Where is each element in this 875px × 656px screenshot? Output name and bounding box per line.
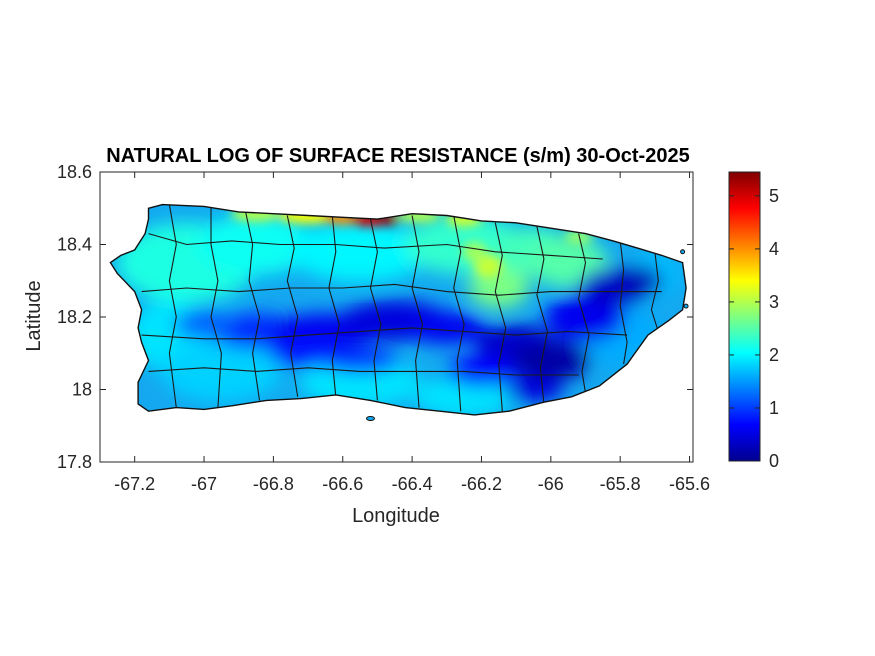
municipal-boundary — [578, 233, 590, 394]
municipal-boundary — [619, 240, 628, 365]
islets — [365, 249, 689, 421]
municipal-boundary — [168, 204, 177, 408]
municipal-boundary — [286, 215, 299, 397]
islet — [365, 416, 375, 421]
x-tick-label: -66.2 — [461, 474, 502, 494]
islet — [680, 249, 686, 255]
municipal-boundary — [141, 283, 662, 296]
y-axis-label: Latitude — [23, 280, 45, 351]
colorbar-tick-label: 1 — [769, 398, 779, 418]
x-axis-label: Longitude — [352, 505, 440, 527]
islet — [683, 303, 689, 309]
municipal-boundary — [650, 251, 659, 332]
municipal-boundary — [141, 327, 628, 340]
municipal-boundary — [369, 218, 382, 401]
field-high — [474, 254, 503, 279]
field-blob — [503, 377, 564, 402]
x-tick-label: -67.2 — [114, 474, 155, 494]
field-blob — [468, 268, 529, 308]
field-blob — [320, 348, 401, 373]
x-tick-label: -66.8 — [253, 474, 294, 494]
coastline — [109, 203, 687, 416]
municipal-boundary — [536, 226, 548, 405]
x-tick-label: -66.6 — [322, 474, 363, 494]
heatmap-layer — [109, 203, 689, 421]
x-axis: -67.2 -67 -66.8 -66.6 -66.4 -66.2 -66 -65.8 -65.… — [114, 172, 710, 494]
field-blob — [161, 341, 282, 402]
y-tick-label: 18.6 — [57, 162, 92, 182]
municipal-boundary — [411, 215, 424, 408]
field-blob — [510, 340, 591, 381]
colorbar-tick-label: 5 — [769, 186, 779, 206]
municipal-boundary — [494, 222, 507, 412]
field-blob — [174, 310, 235, 339]
municipal-boundary — [328, 215, 340, 397]
colorbar-ticks: 0 1 2 3 4 5 — [729, 186, 779, 471]
y-tick-label: 18 — [72, 380, 92, 400]
colorbar-tick-label: 0 — [769, 451, 779, 471]
colorbar-tick-label: 4 — [769, 239, 779, 259]
municipal-boundary — [453, 215, 465, 412]
municipal-boundaries — [141, 204, 662, 412]
x-tick-label: -66.4 — [392, 474, 433, 494]
y-tick-label: 18.4 — [57, 235, 92, 255]
field-blob — [196, 214, 317, 275]
field-blob — [290, 221, 431, 282]
y-tick-label: 18.2 — [57, 307, 92, 327]
x-tick-label: -66 — [538, 474, 564, 494]
colorbar-tick-label: 2 — [769, 345, 779, 365]
x-tick-label: -67 — [191, 474, 217, 494]
field-blob — [612, 265, 663, 296]
field-blob — [414, 376, 515, 415]
field-high — [462, 241, 487, 262]
municipal-boundary — [148, 233, 603, 260]
colorbar-tick-label: 3 — [769, 292, 779, 312]
x-tick-label: -65.8 — [600, 474, 641, 494]
chart-title: NATURAL LOG OF SURFACE RESISTANCE (s/m) … — [106, 145, 689, 167]
municipal-boundary — [210, 208, 222, 408]
colorbar — [728, 171, 761, 462]
y-tick-label: 17.8 — [57, 452, 92, 472]
municipal-boundary — [148, 367, 579, 376]
field-blob — [406, 311, 487, 344]
y-axis: 17.8 18 18.2 18.4 18.6 — [57, 162, 693, 472]
x-tick-label: -65.6 — [669, 474, 710, 494]
municipal-boundary — [245, 211, 261, 401]
